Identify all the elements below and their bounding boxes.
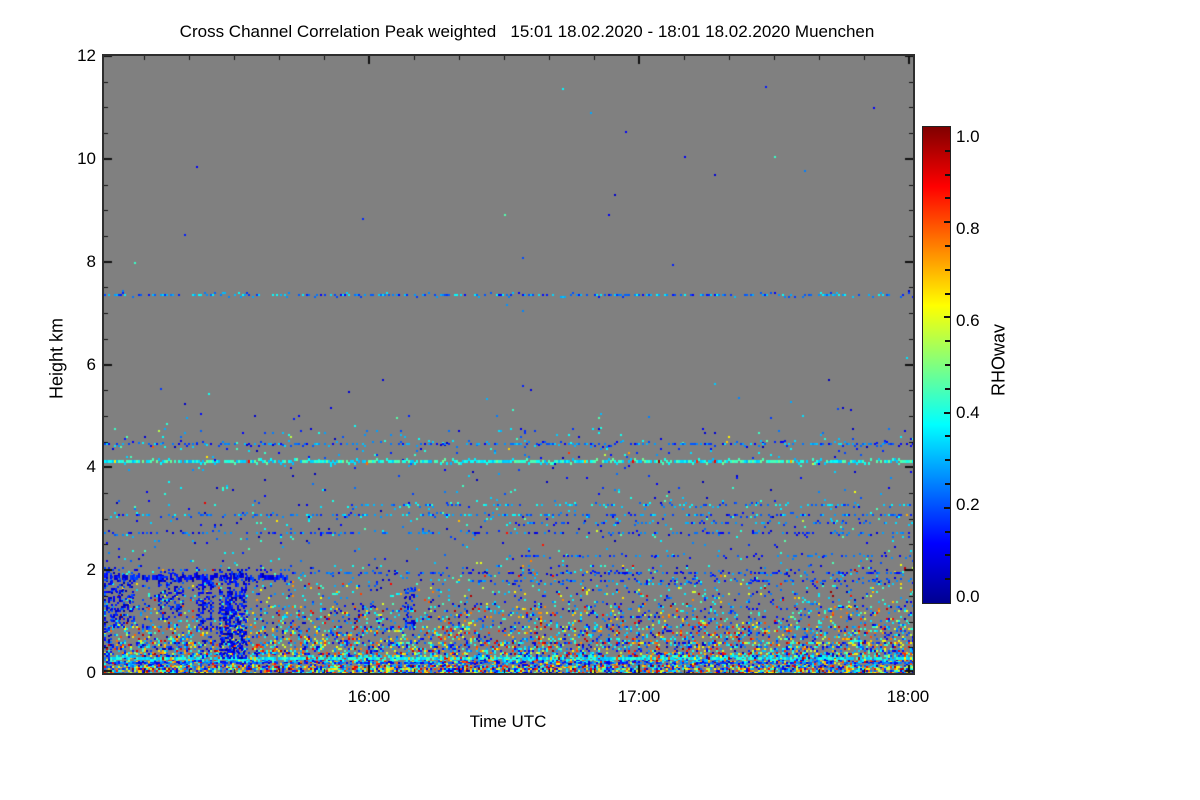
y-tick-label-12: 12 — [77, 46, 96, 65]
plot-area — [102, 54, 915, 675]
y-tick-label-8: 8 — [86, 252, 96, 271]
colorbar-tick-label-0.0: 0.0 — [956, 587, 980, 606]
colorbar-tick — [945, 459, 950, 461]
colorbar-tick — [945, 340, 950, 342]
colorbar-tick — [945, 293, 950, 295]
heatmap-canvas — [104, 56, 913, 673]
colorbar-tick — [945, 174, 950, 176]
y-tick-label-4: 4 — [86, 457, 96, 476]
colorbar-tick — [945, 150, 950, 152]
colorbar-tick-label-1.0: 1.0 — [956, 127, 980, 146]
colorbar-tick — [944, 412, 950, 414]
colorbar-tick — [945, 197, 950, 199]
colorbar-tick — [945, 364, 950, 366]
colorbar-tick — [945, 269, 950, 271]
colorbar-tick — [944, 507, 950, 509]
colorbar-tick — [945, 531, 950, 533]
y-tick-label-6: 6 — [86, 355, 96, 374]
colorbar-tick — [944, 316, 950, 318]
x-tick-label-17: 17:00 — [617, 687, 661, 706]
y-tick-label-2: 2 — [86, 560, 96, 579]
x-tick-label-18: 18:00 — [886, 687, 930, 706]
colorbar-tick — [945, 388, 950, 390]
colorbar-tick-label-0.6: 0.6 — [956, 311, 980, 330]
colorbar-tick-label-0.8: 0.8 — [956, 219, 980, 238]
colorbar-tick-label-0.4: 0.4 — [956, 403, 980, 422]
colorbar-title: RHOwav — [988, 324, 1009, 397]
colorbar-tick — [944, 221, 950, 223]
colorbar-tick — [945, 483, 950, 485]
chart-title: Cross Channel Correlation Peak weighted … — [179, 22, 875, 41]
y-axis-label: Height km — [46, 317, 67, 399]
colorbar-tick — [945, 435, 950, 437]
x-tick-label-16: 16:00 — [347, 687, 391, 706]
colorbar-tick — [945, 554, 950, 556]
colorbar-tick-label-0.2: 0.2 — [956, 495, 980, 514]
y-tick-label-0: 0 — [86, 663, 96, 682]
colorbar-tick — [945, 245, 950, 247]
colorbar — [922, 126, 951, 604]
y-tick-label-10: 10 — [77, 149, 96, 168]
colorbar-tick — [945, 578, 950, 580]
x-axis-label: Time UTC — [469, 712, 547, 731]
